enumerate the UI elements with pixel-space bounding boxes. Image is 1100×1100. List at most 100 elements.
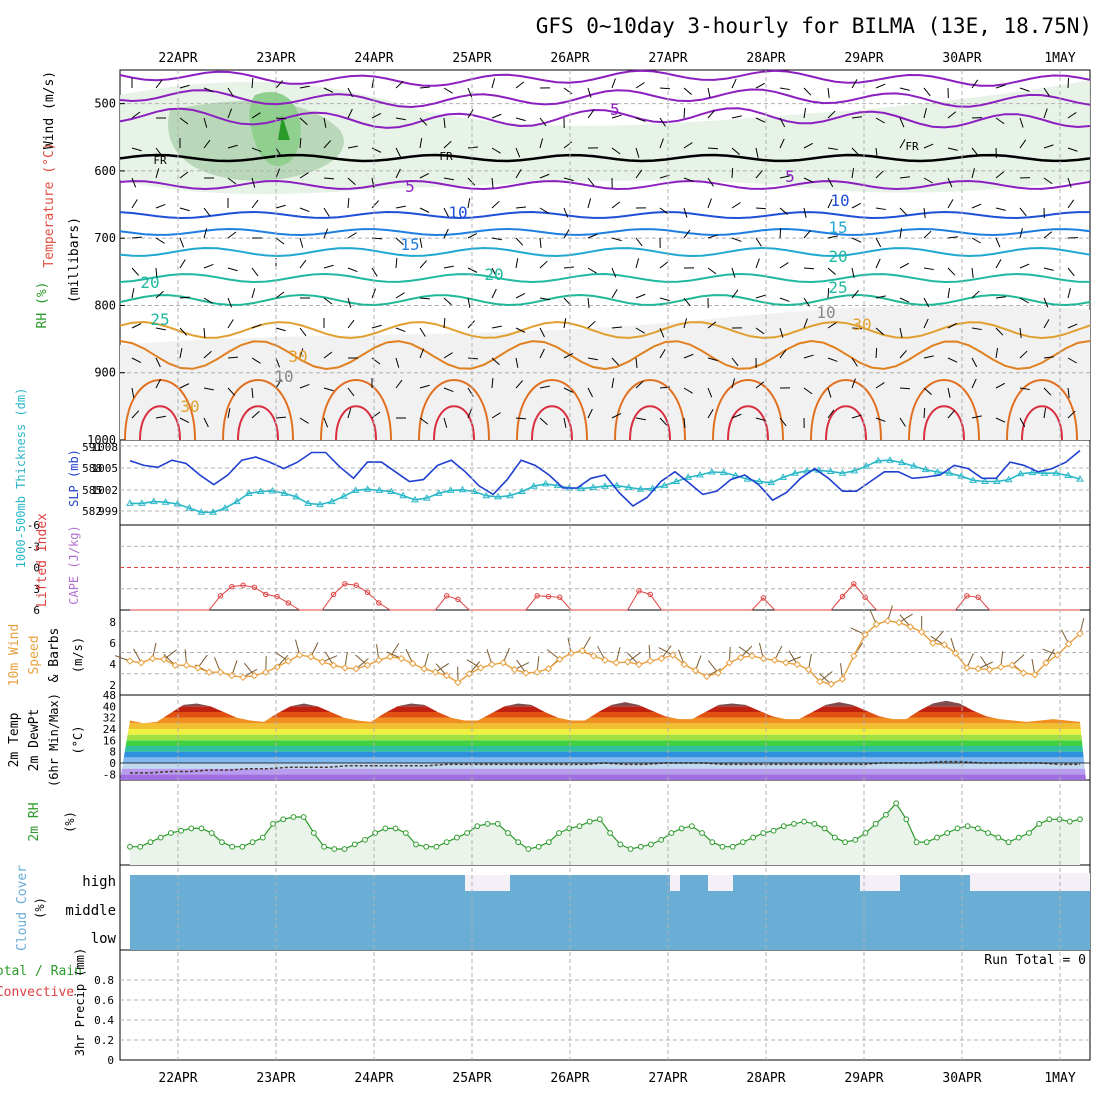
wind-speed-marker <box>522 669 530 677</box>
heating-contour-orange <box>1006 379 1078 441</box>
wind-barb <box>947 267 956 276</box>
wind-barb <box>635 258 640 269</box>
cloud-level-label: low <box>91 931 117 947</box>
wind-speed-marker <box>363 661 372 670</box>
wind-barb <box>995 327 1004 336</box>
wind-barb <box>203 387 214 391</box>
slp-ylabel-thickness: 1000-500mb Thickness (dm) <box>14 388 28 569</box>
wind-barb <box>563 141 573 149</box>
wind-barb <box>203 263 214 269</box>
cloud-gap <box>860 875 900 891</box>
heating-contour-orange <box>908 379 980 441</box>
rh-marker <box>556 830 562 836</box>
surface-wind-barb <box>243 662 255 676</box>
surface-wind-barb <box>932 630 944 644</box>
wind-barb <box>539 237 542 248</box>
surface-wind-barb <box>546 649 561 660</box>
wind-barb <box>323 140 332 149</box>
wind-barb <box>491 412 501 419</box>
wind-barb <box>299 237 304 248</box>
wind-barb <box>419 173 430 179</box>
temperature-contour <box>119 88 1091 109</box>
wind-barb <box>1019 139 1027 149</box>
wind-barb <box>923 143 934 149</box>
rh-marker <box>290 814 297 820</box>
wind-speed-marker <box>929 639 937 647</box>
temp-band <box>120 751 1086 758</box>
wind-speed-marker <box>737 653 745 662</box>
wind-barb <box>419 297 431 300</box>
rh-marker <box>157 834 164 841</box>
temp-band <box>120 706 1086 712</box>
wind-speed-marker <box>646 657 654 665</box>
surface-wind-barb <box>355 658 369 670</box>
lifted-marker <box>839 593 846 600</box>
wind-speed-marker <box>488 660 496 669</box>
wind-barb <box>851 147 860 156</box>
lifted-tick-label: 6 <box>33 604 40 617</box>
temperature-contour <box>119 69 1091 87</box>
wind-speed-marker <box>307 653 315 661</box>
wind-barb <box>779 327 784 338</box>
rh-marker <box>402 830 409 836</box>
rh-marker <box>1026 830 1032 836</box>
rh-marker <box>1066 818 1073 825</box>
wind-barb <box>467 177 476 186</box>
wind-barb <box>659 297 670 302</box>
wind-barb <box>755 237 762 247</box>
wind-barb <box>491 377 494 389</box>
surface-wind-barb <box>516 659 527 674</box>
rh-marker <box>249 839 256 846</box>
wind-barb <box>491 78 496 89</box>
pressure-tick-label: 800 <box>94 298 116 312</box>
wind-barb <box>443 317 446 329</box>
wind-barb <box>299 172 309 179</box>
wind-barb <box>203 228 208 239</box>
wind-barb <box>635 169 643 179</box>
wind-barb <box>323 207 330 217</box>
x-tick-label-bottom: 29APR <box>844 1071 883 1086</box>
wind-barb <box>827 177 834 188</box>
wind-barb <box>491 237 502 241</box>
rh-marker <box>596 816 603 823</box>
rh-marker <box>954 825 961 832</box>
precip-tick-label: 0.6 <box>94 994 114 1007</box>
rh-marker <box>382 825 389 832</box>
wind-barb <box>827 387 832 398</box>
wind-barb <box>611 201 621 209</box>
wind-barb <box>875 237 882 248</box>
rh-ylabel: 2m RH <box>27 802 42 841</box>
wind-barb <box>731 167 734 179</box>
wind-barb <box>347 297 352 308</box>
lifted-marker <box>330 591 337 598</box>
wind-barb <box>467 109 474 119</box>
wind-speed-marker <box>770 656 779 664</box>
upper-ylabel-pressure: (millibars) <box>67 217 82 303</box>
wind-barb <box>587 233 598 239</box>
wind-barb <box>227 297 233 308</box>
temp-band <box>120 763 1086 769</box>
wind-barb <box>251 410 260 419</box>
wind-barb <box>539 385 550 389</box>
wind-barb <box>875 295 886 299</box>
wind-barb <box>947 357 958 363</box>
rh-marker <box>729 843 736 850</box>
wind-tick-label: 8 <box>109 616 116 629</box>
rh-marker <box>872 820 879 827</box>
wind-barb <box>827 357 838 362</box>
contour-label: 5 <box>785 167 795 186</box>
rh-marker <box>607 830 614 836</box>
wind-barb <box>563 177 574 182</box>
rh-marker <box>515 839 522 846</box>
wind-barb <box>1067 77 1070 89</box>
rh-marker <box>362 836 368 843</box>
rh-marker <box>300 814 307 820</box>
wind-speed-marker <box>205 668 213 676</box>
wind-barb <box>587 109 595 119</box>
x-tick-label-top: 24APR <box>354 51 393 66</box>
heating-contour-red <box>433 405 475 441</box>
rh-marker <box>688 823 695 830</box>
rh-marker <box>944 830 951 836</box>
pressure-tick-label: 900 <box>94 366 116 380</box>
